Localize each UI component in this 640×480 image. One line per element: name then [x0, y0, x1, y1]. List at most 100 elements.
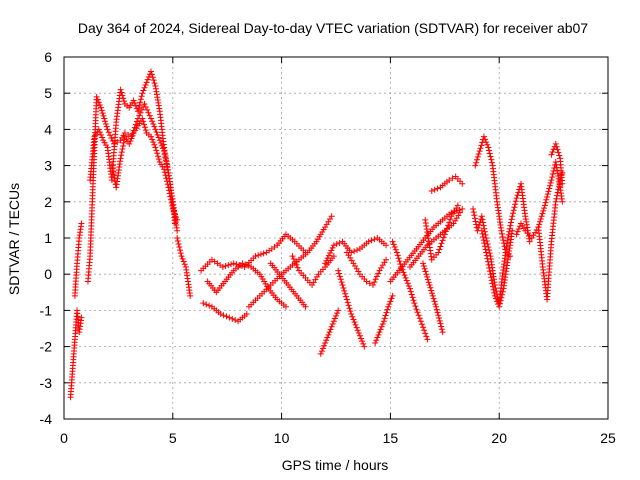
data-point — [396, 258, 403, 265]
data-point — [317, 350, 324, 357]
data-point — [177, 250, 184, 257]
data-point — [139, 90, 146, 97]
data-point — [137, 109, 144, 116]
data-point — [554, 189, 561, 196]
data-point — [383, 256, 390, 263]
data-point — [105, 129, 112, 136]
data-point — [342, 290, 349, 297]
data-point — [404, 280, 411, 287]
data-point — [483, 249, 490, 256]
data-point — [260, 250, 267, 257]
data-point — [556, 152, 563, 159]
data-point — [492, 295, 499, 302]
data-point — [168, 199, 175, 206]
data-point — [413, 306, 420, 313]
data-point — [526, 238, 533, 245]
data-point — [480, 233, 487, 240]
data-point — [140, 118, 147, 125]
data-point — [150, 120, 157, 127]
y-tick-label: 6 — [44, 49, 52, 65]
data-point — [153, 147, 160, 154]
data-point — [108, 162, 115, 169]
data-point — [402, 274, 409, 281]
series-arc-19 — [420, 260, 446, 336]
series-arc-24 — [478, 227, 516, 310]
data-point — [180, 258, 187, 265]
data-point — [555, 186, 562, 193]
data-point — [479, 216, 486, 223]
data-point — [428, 187, 435, 194]
data-point — [101, 115, 108, 122]
data-point — [142, 103, 149, 110]
series-arc-26 — [535, 169, 566, 303]
data-point — [325, 331, 332, 338]
chart-title: Day 364 of 2024, Sidereal Day-to-day VTE… — [78, 20, 588, 36]
data-point — [148, 71, 155, 78]
data-point — [318, 348, 325, 355]
data-point — [376, 329, 383, 336]
data-point — [512, 198, 519, 205]
data-point — [477, 145, 484, 152]
data-point — [385, 303, 392, 310]
series-arc-rise-2 — [71, 220, 85, 299]
data-point — [397, 261, 404, 268]
data-point — [353, 324, 360, 331]
data-point — [473, 159, 480, 166]
data-point — [479, 230, 486, 237]
data-point — [356, 332, 363, 339]
x-tick-label: 5 — [169, 430, 177, 446]
data-point — [206, 302, 213, 309]
data-point — [322, 260, 329, 267]
data-point — [126, 140, 133, 147]
data-point — [337, 276, 344, 283]
data-point — [489, 280, 496, 287]
data-point — [135, 105, 142, 112]
data-point — [125, 131, 132, 138]
data-point — [108, 135, 115, 142]
data-point — [470, 209, 477, 216]
data-point — [486, 268, 493, 275]
y-tick-label: -4 — [40, 411, 53, 427]
data-point — [514, 228, 521, 235]
data-point — [546, 182, 553, 189]
data-point — [500, 240, 507, 247]
data-point — [377, 326, 384, 333]
data-point — [144, 106, 151, 113]
data-point — [341, 287, 348, 294]
data-point — [328, 323, 335, 330]
y-tick-label: -2 — [40, 339, 53, 355]
data-point — [472, 162, 479, 169]
data-point — [327, 249, 334, 256]
series-arc-6 — [200, 300, 250, 325]
data-point — [425, 235, 432, 242]
data-point — [488, 156, 495, 163]
data-point — [456, 206, 463, 213]
data-point — [150, 139, 157, 146]
data-point — [437, 320, 444, 327]
data-point — [424, 232, 431, 239]
data-point — [441, 231, 448, 238]
data-point — [138, 106, 145, 113]
data-point — [486, 250, 493, 257]
data-point — [544, 191, 551, 198]
data-point — [349, 313, 356, 320]
data-point — [110, 171, 117, 178]
data-point — [433, 303, 440, 310]
data-point — [111, 175, 118, 182]
data-point — [440, 234, 447, 241]
data-point — [326, 329, 333, 336]
data-point — [424, 276, 431, 283]
data-point — [161, 166, 168, 173]
series-arc-14 — [343, 249, 390, 289]
data-point — [282, 303, 289, 310]
data-point — [549, 149, 556, 156]
data-point — [426, 244, 433, 251]
series-arc-7 — [204, 260, 289, 310]
data-point — [154, 131, 161, 138]
data-point — [232, 317, 239, 324]
data-point — [483, 139, 490, 146]
data-point — [488, 277, 495, 284]
data-point — [97, 131, 104, 138]
data-point — [553, 143, 560, 150]
